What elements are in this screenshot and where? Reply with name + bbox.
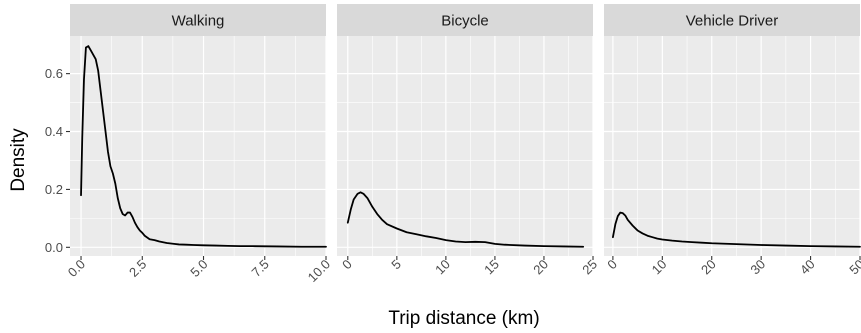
gridlines [70, 36, 327, 256]
y-tick-label: 0.4 [45, 124, 63, 139]
x-tick-label: 15 [481, 257, 502, 278]
y-tick-label: 0.6 [45, 66, 63, 81]
panel-background [70, 36, 326, 256]
x-tick-label: 10.0 [305, 257, 334, 286]
x-tick-label: 20 [530, 257, 551, 278]
facet-panel: Bicycle 0 5 10 15 20 25 [337, 4, 600, 277]
facet-strip-title: Bicycle [441, 13, 489, 30]
density-line [612, 211, 861, 248]
y-axis: 0.0 0.2 0.4 0.6 [45, 66, 70, 255]
x-tick-label: 40 [797, 257, 818, 278]
x-tick-label: 50 [846, 257, 861, 278]
facet-panel: Walking 0.0 2.5 5.0 7.5 10.0 [65, 4, 333, 285]
x-tick-label: 0 [339, 257, 355, 273]
x-tick-label: 7.5 [248, 257, 271, 280]
facet-strip-title: Walking [172, 13, 225, 30]
density-line [346, 191, 585, 248]
y-tick-label: 0.2 [45, 182, 63, 197]
density-line [80, 45, 327, 248]
x-axis-title: Trip distance (km) [388, 308, 539, 329]
x-tick-label: 0 [604, 257, 620, 273]
x-tick-label: 25 [579, 257, 600, 278]
facet-strip-title: Vehicle Driver [686, 13, 779, 30]
gridlines [604, 36, 861, 256]
facet-strip [337, 4, 593, 36]
x-tick-label: 2.5 [126, 257, 149, 280]
facet-panel: Vehicle Driver 0 10 20 30 40 50 [604, 4, 861, 277]
x-tick-label: 5 [388, 257, 404, 273]
x-tick-label: 10 [649, 257, 670, 278]
x-tick-label: 10 [432, 257, 453, 278]
y-axis-title: Density [8, 128, 29, 192]
panel-background [337, 36, 593, 256]
x-tick-label: 20 [698, 257, 719, 278]
facet-strip [70, 4, 326, 36]
x-tick-label: 5.0 [187, 257, 210, 280]
facet-strip [604, 4, 860, 36]
x-tick-label: 30 [747, 257, 768, 278]
facet-panels: Walking 0.0 2.5 5.0 7.5 10.0 Bicycle 0 5 10 15 20 25… [65, 4, 861, 285]
panel-background [604, 36, 860, 256]
x-tick-label: 0.0 [65, 257, 88, 280]
y-tick-label: 0.0 [45, 240, 63, 255]
